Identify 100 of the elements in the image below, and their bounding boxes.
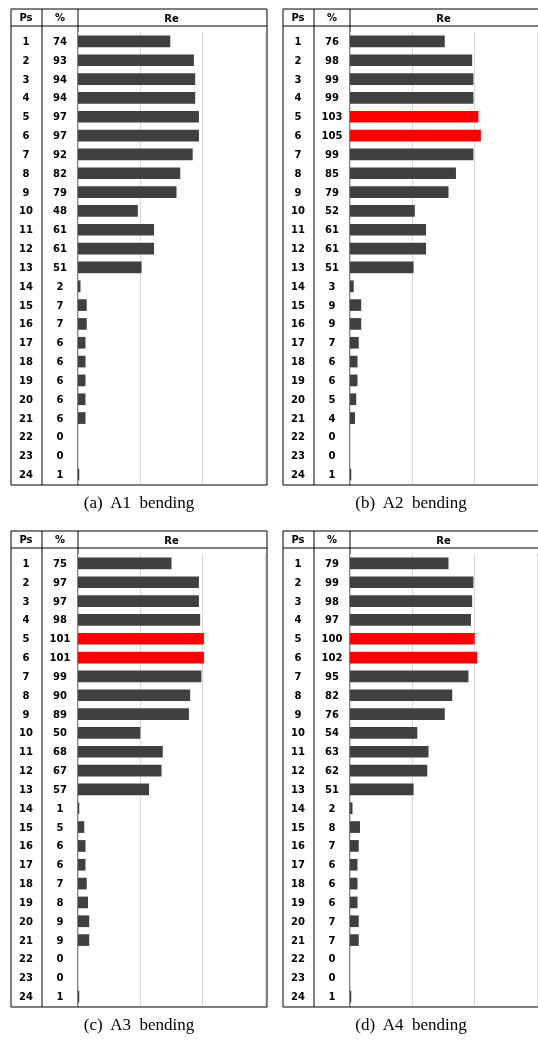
y-tick-label: 5 (294, 111, 302, 123)
data-label: 1 (56, 802, 64, 814)
y-tick-label: 23 (291, 450, 305, 462)
y-tick-label: 13 (19, 783, 33, 795)
bar (78, 896, 88, 909)
data-label: 51 (53, 261, 67, 273)
y-tick-label: 24 (291, 469, 305, 481)
y-axis-title: Ps (291, 11, 305, 23)
y-tick-label: 12 (291, 243, 305, 255)
y-tick-label: 2 (22, 54, 30, 66)
y-tick-label: 19 (19, 374, 33, 386)
bar (350, 336, 359, 349)
bar (350, 73, 474, 85)
bar (78, 745, 163, 758)
y-tick-label: 7 (22, 670, 30, 682)
data-label: 6 (328, 896, 336, 908)
data-label: 7 (56, 299, 64, 311)
data-label: 9 (328, 318, 336, 330)
bar (350, 318, 362, 330)
y-tick-label: 1 (294, 557, 302, 569)
bar (350, 393, 357, 406)
data-label: 102 (321, 652, 343, 664)
y-tick-label: 17 (19, 859, 33, 871)
bar (78, 167, 181, 180)
y-tick-label: 11 (291, 746, 305, 758)
y-tick-label: 22 (291, 953, 305, 965)
data-label: 8 (56, 896, 64, 908)
y-tick-label: 1 (22, 557, 30, 569)
data-label: 79 (325, 557, 339, 569)
data-label: 93 (53, 54, 67, 66)
bar (78, 92, 196, 104)
data-label: 1 (56, 991, 64, 1003)
bar (78, 299, 87, 311)
bar (350, 557, 449, 570)
y-tick-label: 11 (19, 746, 33, 758)
bar (350, 614, 471, 626)
data-label: 62 (325, 765, 339, 777)
data-label: 2 (328, 802, 336, 814)
data-label: 97 (53, 130, 67, 142)
bar (78, 186, 177, 198)
data-label: 7 (56, 318, 64, 330)
bar (78, 336, 86, 349)
bar (350, 92, 474, 104)
bar (78, 35, 171, 48)
y-tick-label: 23 (19, 450, 33, 462)
data-label: 6 (328, 859, 336, 871)
bar (350, 576, 474, 589)
data-label: 97 (53, 595, 67, 607)
bar (350, 186, 449, 198)
data-label: 61 (325, 243, 339, 255)
y-tick-label: 12 (19, 243, 33, 255)
y-tick-label: 17 (19, 337, 33, 349)
data-label: 94 (53, 73, 67, 85)
bar (78, 223, 155, 236)
y-tick-label: 5 (294, 633, 302, 645)
data-label: 99 (325, 92, 339, 104)
bar (350, 840, 359, 852)
data-label: 50 (53, 727, 67, 739)
data-label: 6 (56, 356, 64, 368)
data-label: 89 (53, 708, 67, 720)
x-axis-title: Re (436, 12, 451, 24)
bar (350, 764, 428, 777)
data-label: 99 (325, 576, 339, 588)
data-label: 75 (53, 557, 67, 569)
y-tick-label: 7 (294, 148, 302, 160)
y-tick-label: 3 (22, 595, 30, 607)
data-label: 0 (328, 972, 336, 984)
data-label: 76 (325, 35, 339, 47)
data-label: 6 (56, 374, 64, 386)
bar (350, 783, 414, 796)
text: % (326, 533, 338, 545)
bar (350, 280, 354, 293)
data-label: 99 (325, 73, 339, 85)
bar (350, 167, 456, 180)
y-tick-label: 18 (291, 878, 305, 890)
data-label: 67 (53, 765, 67, 777)
y-tick-label: 11 (19, 224, 33, 236)
bar (78, 205, 138, 217)
bar (78, 727, 141, 739)
y-tick-label: 17 (291, 337, 305, 349)
y-tick-label: 6 (22, 130, 30, 142)
data-label: 6 (328, 356, 336, 368)
y-tick-label: 24 (19, 991, 33, 1003)
data-label: 82 (53, 167, 67, 179)
y-tick-label: 1 (22, 35, 30, 47)
data-label: 61 (53, 243, 67, 255)
data-label: 61 (325, 224, 339, 236)
data-label: 99 (53, 670, 67, 682)
bar (350, 223, 427, 236)
data-label: 4 (328, 412, 336, 424)
y-tick-label: 8 (22, 167, 30, 179)
data-label: 97 (53, 111, 67, 123)
y-tick-label: 21 (291, 934, 305, 946)
data-label: 101 (49, 652, 71, 664)
data-label: 5 (56, 821, 64, 833)
data-label: 63 (325, 746, 339, 758)
data-label: 7 (328, 934, 336, 946)
y-tick-label: 4 (294, 614, 302, 626)
y-tick-label: 3 (294, 73, 302, 85)
text: % (54, 11, 66, 23)
